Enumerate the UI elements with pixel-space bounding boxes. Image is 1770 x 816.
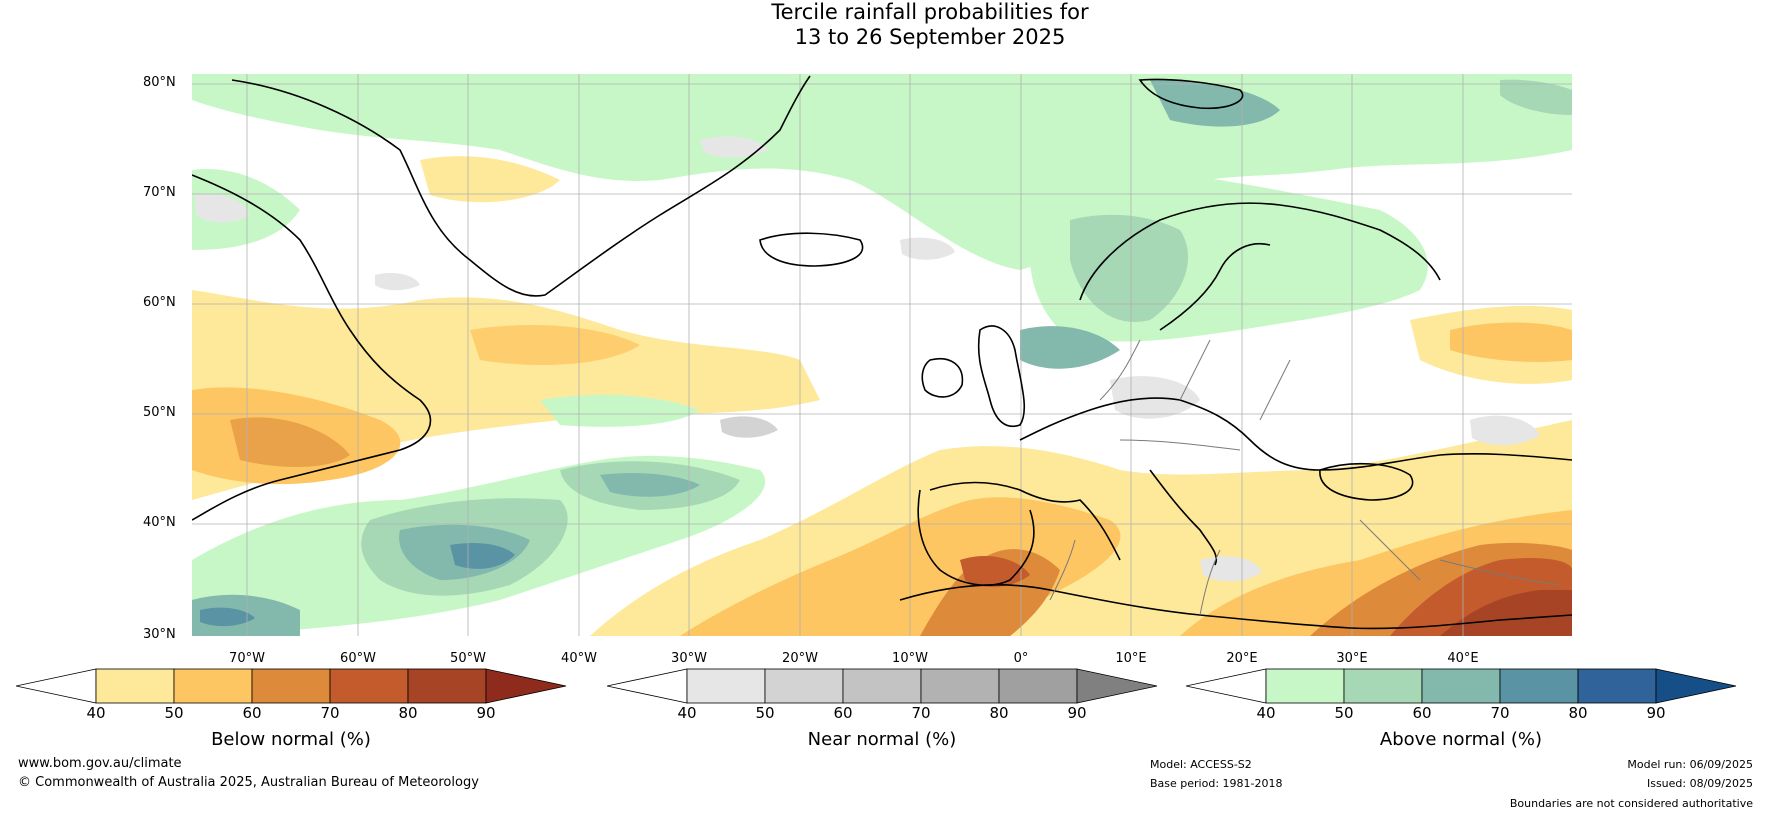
base-period: Base period: 1981-2018 xyxy=(1150,777,1283,790)
issued-date: Issued: 08/09/2025 xyxy=(1646,777,1753,790)
above-normal-high-arrow xyxy=(1655,668,1737,704)
lat-label-50n: 50°N xyxy=(143,405,176,420)
title-line-1: Tercile rainfall probabilities for xyxy=(771,0,1089,24)
lat-label-60n: 60°N xyxy=(143,295,176,310)
above-normal-bin-3 xyxy=(1421,668,1501,704)
above-normal-bin-2 xyxy=(1343,668,1423,704)
above-normal-tick: 80 xyxy=(1568,704,1588,722)
above-normal-tick: 90 xyxy=(1646,704,1666,722)
near-normal-bin-3 xyxy=(842,668,922,704)
near-normal-colorbar xyxy=(607,668,1158,704)
lon-label-20w: 20°W xyxy=(782,651,818,666)
below-normal-tick: 80 xyxy=(398,704,418,722)
graticule xyxy=(192,74,1572,636)
near-normal-shading xyxy=(195,136,1540,582)
near-normal-bin-5 xyxy=(998,668,1078,704)
near-normal-high-arrow xyxy=(1076,668,1158,704)
lon-label-0: 0° xyxy=(1013,651,1029,666)
below-normal-legend-title: Below normal (%) xyxy=(211,729,371,750)
below-normal-tick: 90 xyxy=(476,704,496,722)
lon-label-40w: 40°W xyxy=(561,651,597,666)
near-normal-tick: 70 xyxy=(911,704,931,722)
below-normal-bin-3 xyxy=(251,668,331,704)
lon-label-10w: 10°W xyxy=(892,651,928,666)
map-plot-area xyxy=(192,74,1572,636)
lon-label-30e: 30°E xyxy=(1336,651,1368,666)
chart-title: Tercile rainfall probabilities for 13 to… xyxy=(0,0,1770,50)
below-normal-bin-5 xyxy=(407,668,487,704)
lat-label-40n: 40°N xyxy=(143,515,176,530)
lon-label-60w: 60°W xyxy=(340,651,376,666)
below-normal-tick: 50 xyxy=(164,704,184,722)
above-normal-colorbar xyxy=(1186,668,1737,704)
below-normal-low-arrow xyxy=(16,668,97,704)
above-normal-bin-1 xyxy=(1265,668,1345,704)
copyright-notice: © Commonwealth of Australia 2025, Austra… xyxy=(18,775,479,790)
above-normal-tick: 40 xyxy=(1256,704,1276,722)
website-link[interactable]: www.bom.gov.au/climate xyxy=(18,756,182,771)
below-normal-high-arrow xyxy=(485,668,567,704)
above-normal-tick: 50 xyxy=(1334,704,1354,722)
country-borders xyxy=(1049,339,1561,616)
near-normal-bin-4 xyxy=(920,668,1000,704)
above-normal-tick: 60 xyxy=(1412,704,1432,722)
near-normal-low-arrow xyxy=(607,668,688,704)
below-normal-colorbar xyxy=(16,668,567,704)
below-normal-shading xyxy=(192,156,1572,636)
lon-label-50w: 50°W xyxy=(450,651,486,666)
above-normal-low-arrow xyxy=(1186,668,1267,704)
near-normal-tick: 90 xyxy=(1067,704,1087,722)
near-normal-tick: 40 xyxy=(677,704,697,722)
above-normal-tick: 70 xyxy=(1490,704,1510,722)
below-normal-bin-4 xyxy=(329,668,409,704)
lon-label-30w: 30°W xyxy=(671,651,707,666)
lat-label-80n: 80°N xyxy=(143,75,176,90)
lat-label-30n: 30°N xyxy=(143,627,176,642)
lat-label-70n: 70°N xyxy=(143,185,176,200)
lon-label-20e: 20°E xyxy=(1226,651,1258,666)
model-run-date: Model run: 06/09/2025 xyxy=(1627,758,1753,771)
lon-label-40e: 40°E xyxy=(1447,651,1479,666)
title-line-2: 13 to 26 September 2025 xyxy=(794,25,1066,49)
lon-label-70w: 70°W xyxy=(229,651,265,666)
above-normal-bin-5 xyxy=(1577,668,1657,704)
near-normal-tick: 60 xyxy=(833,704,853,722)
near-normal-bin-2 xyxy=(764,668,844,704)
below-normal-tick: 70 xyxy=(320,704,340,722)
model-name: Model: ACCESS-S2 xyxy=(1150,758,1252,771)
lon-label-10e: 10°E xyxy=(1115,651,1147,666)
above-normal-shading xyxy=(192,74,1572,636)
near-normal-bin-1 xyxy=(686,668,766,704)
below-normal-tick: 40 xyxy=(86,704,106,722)
near-normal-legend-title: Near normal (%) xyxy=(807,729,957,750)
above-normal-bin-4 xyxy=(1499,668,1579,704)
below-normal-bin-2 xyxy=(173,668,253,704)
near-normal-tick: 50 xyxy=(755,704,775,722)
coastlines xyxy=(192,75,1572,630)
above-normal-legend-title: Above normal (%) xyxy=(1379,729,1543,750)
below-normal-bin-1 xyxy=(95,668,175,704)
near-normal-tick: 80 xyxy=(989,704,1009,722)
below-normal-tick: 60 xyxy=(242,704,262,722)
boundaries-disclaimer: Boundaries are not considered authoritat… xyxy=(1509,797,1753,810)
